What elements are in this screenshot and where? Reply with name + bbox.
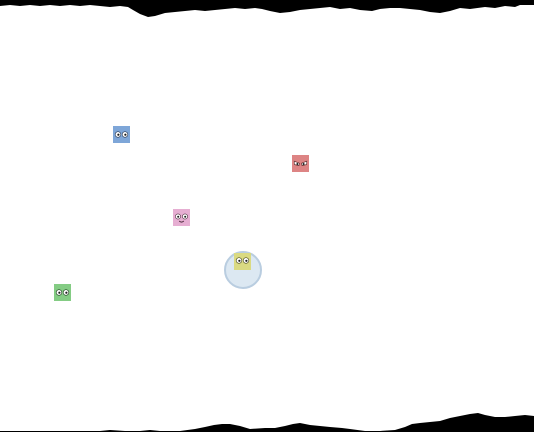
ceiling-terrain-shape (0, 0, 534, 17)
floor-terrain-shape (0, 413, 534, 432)
red-block-angry-icon (292, 155, 309, 172)
pink-block-face-icon (173, 209, 190, 226)
green-block-character (54, 284, 71, 301)
player-yellow-block-character (234, 253, 251, 270)
ceiling-terrain (0, 0, 534, 20)
green-block-face-icon (54, 284, 71, 301)
floor-terrain (0, 412, 534, 432)
red-block-character (292, 155, 309, 172)
blue-block-face-icon (113, 126, 130, 143)
pink-block-character (173, 209, 190, 226)
yellow-block-player-icon (234, 253, 251, 270)
blue-block-character (113, 126, 130, 143)
player-shield-bubble (224, 251, 262, 289)
